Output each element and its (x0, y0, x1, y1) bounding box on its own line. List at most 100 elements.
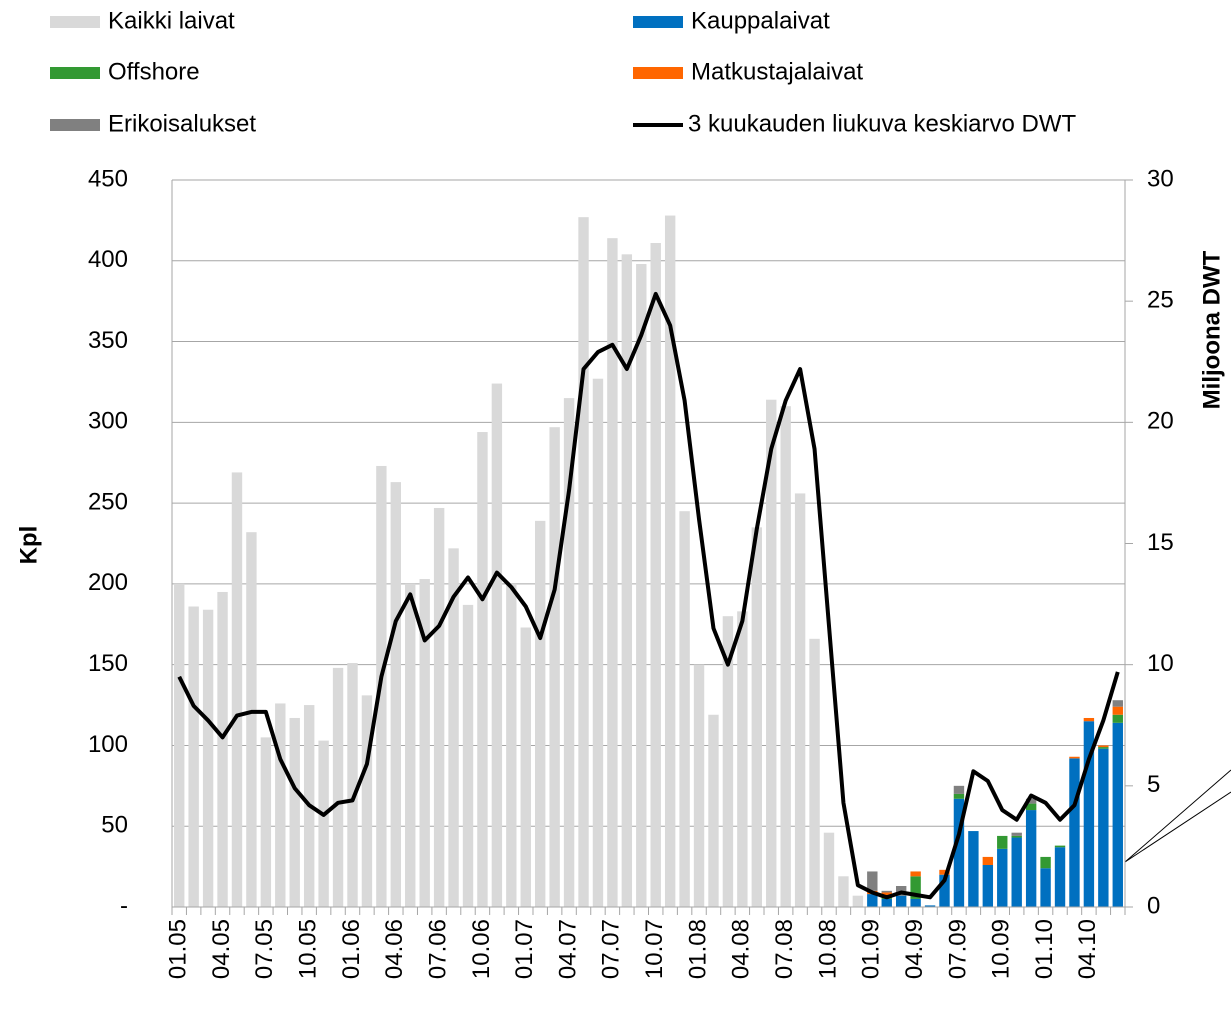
y-tick-label: 150 (88, 650, 128, 677)
bar (347, 663, 358, 907)
bar (924, 905, 936, 907)
legend-label: Erikoisalukset (108, 110, 256, 137)
legend-label: Kauppalaivat (691, 7, 830, 34)
bar (520, 627, 531, 907)
bar (1040, 868, 1051, 907)
bar (1011, 832, 1022, 836)
bar (1069, 758, 1080, 907)
x-tick-label: 01.07 (511, 919, 538, 979)
legend-label: Kaikki laivat (108, 7, 235, 34)
y-tick-label: 50 (101, 812, 128, 839)
bar (939, 869, 950, 875)
bar (953, 798, 965, 907)
x-tick-label: 07.08 (771, 919, 798, 979)
x-tick-label: 10.07 (641, 919, 668, 979)
bar (910, 876, 921, 899)
bar (1112, 722, 1123, 907)
y2-tick-label: 10 (1147, 650, 1174, 677)
legend-swatch (633, 67, 683, 79)
bar (1098, 745, 1109, 748)
x-tick-label: 01.09 (858, 919, 885, 979)
x-tick-label: 04.06 (381, 919, 408, 979)
y-tick-label: 250 (88, 488, 128, 515)
bar (881, 892, 892, 896)
bar (751, 527, 762, 907)
x-tick-label: 10.06 (468, 919, 495, 979)
bar (881, 890, 892, 893)
bar (578, 217, 589, 907)
x-tick-label: 10.09 (988, 919, 1015, 979)
bar (174, 583, 185, 907)
bar (217, 591, 228, 907)
bar (1112, 700, 1123, 707)
y2-tick-label: 15 (1147, 529, 1174, 556)
bar (202, 609, 214, 907)
y2-tick-label: 20 (1147, 408, 1174, 435)
bar (506, 583, 517, 907)
y-tick-label: 400 (88, 246, 128, 273)
x-tick-label: 07.07 (598, 919, 625, 979)
legend-swatch (50, 16, 100, 28)
bar (997, 848, 1008, 907)
y-axis-title: Kpl (15, 526, 42, 565)
bar (968, 831, 979, 907)
bar (592, 378, 604, 907)
legend-label: 3 kuukauden liukuva keskiarvo DWT (688, 110, 1077, 137)
bar (708, 714, 719, 907)
bar (563, 398, 575, 907)
bar (289, 717, 300, 907)
y2-axis-title: Miljoona DWT (1198, 250, 1225, 409)
callout-line (1124, 769, 1231, 863)
y-tick-label: 350 (88, 327, 128, 354)
bar (1054, 845, 1066, 848)
x-tick-label: 01.10 (1031, 919, 1058, 979)
legend-swatch (633, 16, 683, 28)
bar (809, 638, 820, 907)
bar (1054, 847, 1066, 907)
y-tick-label: 450 (88, 165, 128, 192)
bar (231, 472, 243, 907)
y2-tick-label: 30 (1147, 165, 1174, 192)
bar (419, 579, 430, 907)
bar (910, 871, 921, 877)
y-tick-label: 300 (88, 408, 128, 435)
x-tick-label: 10.08 (814, 919, 841, 979)
y2-tick-label: 5 (1147, 771, 1160, 798)
bar (737, 611, 748, 907)
bar (1112, 706, 1123, 715)
bar (1098, 747, 1109, 749)
bar (1025, 810, 1037, 907)
bar (318, 740, 329, 907)
legend-label: Offshore (108, 58, 200, 85)
bar (1083, 717, 1095, 722)
legend-swatch (50, 67, 100, 79)
bar (982, 864, 994, 907)
x-tick-label: 10.05 (295, 919, 322, 979)
bar (549, 427, 560, 907)
bar (1025, 798, 1037, 804)
bar (332, 667, 344, 907)
bar (650, 243, 661, 908)
bar (448, 548, 459, 907)
bar (405, 583, 416, 907)
bar (1011, 835, 1022, 838)
bar (881, 898, 892, 907)
bar (390, 482, 402, 907)
bar (636, 264, 647, 907)
bar (664, 215, 676, 907)
legend-swatch (50, 119, 100, 131)
bar (910, 898, 921, 907)
bar (1069, 756, 1080, 759)
bar (491, 383, 503, 907)
x-tick-label: 04.05 (208, 919, 235, 979)
y-tick-label: 200 (88, 569, 128, 596)
bar (246, 532, 257, 907)
bar (794, 493, 806, 907)
bar (693, 664, 705, 907)
bar (982, 856, 994, 865)
bar (462, 604, 474, 907)
bar (895, 895, 907, 907)
y2-tick-label: 25 (1147, 287, 1174, 314)
x-tick-label: 04.09 (901, 919, 928, 979)
